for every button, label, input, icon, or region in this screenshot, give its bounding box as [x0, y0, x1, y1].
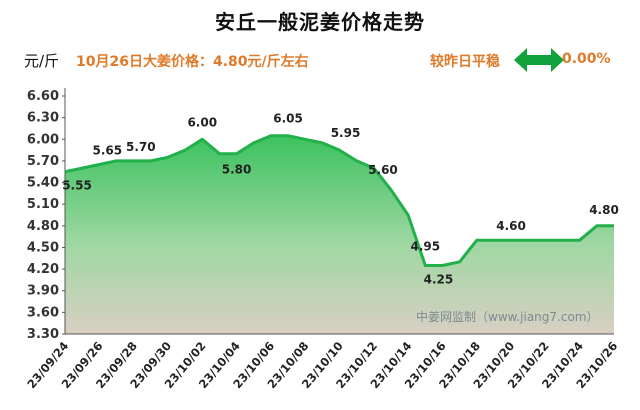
price-area	[65, 135, 614, 334]
price-line	[64, 134, 614, 267]
y-tick-label: 5.40	[27, 176, 59, 191]
data-label: 6.05	[273, 112, 303, 126]
y-tick-label: 6.00	[27, 132, 59, 147]
data-label: 5.60	[368, 163, 398, 177]
data-label: 4.95	[410, 239, 440, 253]
y-tick-label: 6.30	[27, 111, 59, 126]
data-label: 5.55	[62, 179, 92, 193]
y-tick-label: 4.20	[27, 262, 59, 277]
y-tick-label: 3.60	[27, 305, 59, 320]
y-tick-label: 3.90	[27, 284, 59, 299]
data-label: 5.70	[126, 140, 156, 154]
data-label: 5.95	[331, 126, 361, 140]
y-tick-label: 4.80	[27, 219, 59, 234]
change-label: 较昨日平稳	[430, 54, 500, 70]
data-label: 5.65	[93, 144, 123, 158]
data-label: 4.80	[589, 203, 619, 217]
double-arrow-icon	[514, 48, 564, 72]
y-tick-label: 5.70	[27, 154, 59, 169]
chart-title: 安丘一般泥姜价格走势	[215, 10, 425, 34]
y-tick-label: 4.50	[27, 240, 59, 255]
watermark: 中姜网监制（www.jiang7.com）	[416, 310, 599, 324]
data-label: 5.80	[222, 163, 252, 177]
unit-label: 元/斤	[24, 52, 60, 70]
data-label: 4.60	[496, 219, 526, 233]
data-label: 4.25	[424, 272, 454, 286]
change-value: 0.00%	[562, 51, 611, 67]
price-note: 10月26日大姜价格：4.80元/斤左右	[76, 54, 309, 70]
y-tick-label: 5.10	[27, 197, 59, 212]
y-tick-label: 3.30	[27, 327, 59, 342]
y-tick-label: 6.60	[27, 89, 59, 104]
data-label: 6.00	[187, 115, 217, 129]
